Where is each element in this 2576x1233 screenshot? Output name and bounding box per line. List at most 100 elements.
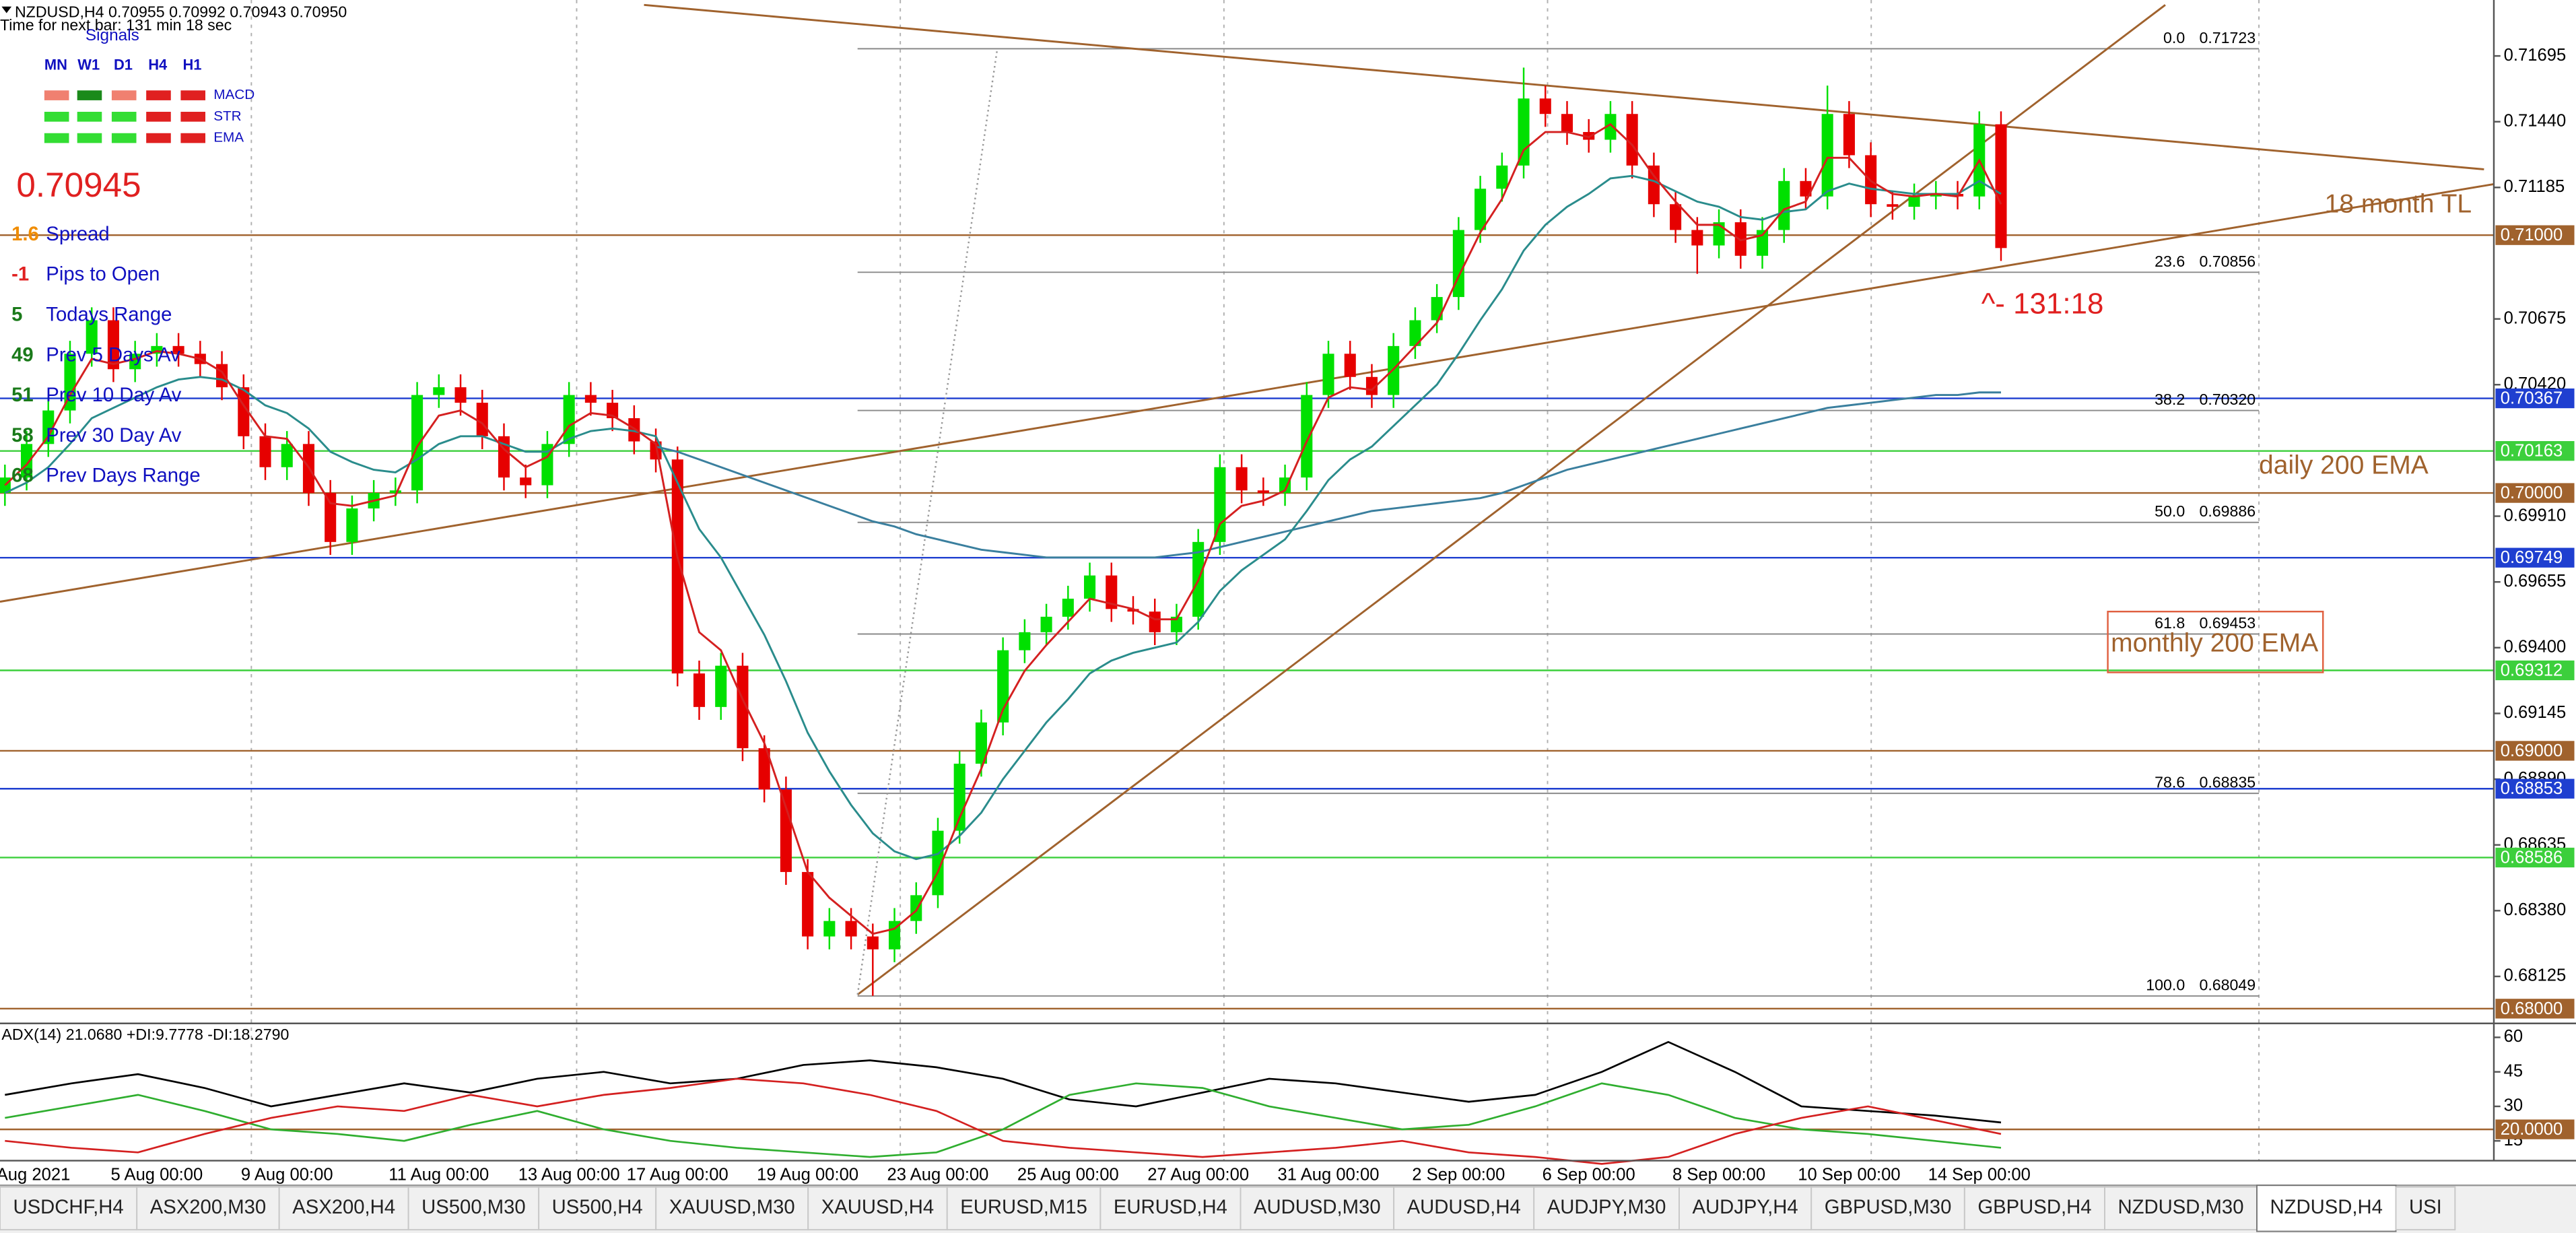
- tab-label[interactable]: XAUUSD,M30: [669, 1196, 795, 1218]
- y-tick-label: 45: [2504, 1061, 2523, 1080]
- candle-body: [389, 490, 401, 494]
- candle-body: [1235, 467, 1248, 491]
- candle-body: [42, 410, 55, 444]
- signal-cell: [111, 112, 137, 122]
- candle-body: [1887, 204, 1899, 207]
- fib-price: 0.68835: [2199, 774, 2256, 791]
- y-tick-label: 0.71695: [2504, 46, 2567, 65]
- x-tick-label: 2 Sep 00:00: [1412, 1165, 1505, 1184]
- indicator-line: [4, 123, 2002, 935]
- candle-body: [325, 493, 337, 542]
- candle-body: [1322, 354, 1334, 395]
- price-level-tag: [2495, 547, 2575, 568]
- candle-body: [454, 387, 467, 403]
- candle-body: [281, 444, 293, 467]
- candle-body: [259, 436, 271, 467]
- tab[interactable]: [1240, 1186, 1395, 1231]
- x-tick-label: 9 Aug 00:00: [241, 1165, 333, 1184]
- tab-label[interactable]: USI: [2409, 1196, 2442, 1218]
- price-level-tag: [2495, 778, 2575, 799]
- y-tick-label: 0.71185: [2504, 177, 2565, 196]
- tab[interactable]: [136, 1186, 280, 1231]
- signal-cell: [111, 133, 137, 143]
- signals-title: Signals: [86, 26, 139, 44]
- candle-body: [628, 418, 640, 442]
- tab-label[interactable]: NZDUSD,M30: [2118, 1196, 2244, 1218]
- fib-level: 0.0: [2163, 29, 2185, 46]
- tab[interactable]: [1963, 1186, 2105, 1231]
- candle-body: [671, 459, 683, 674]
- tab[interactable]: [1393, 1186, 1535, 1231]
- candle-body: [172, 345, 184, 354]
- trend-line: [644, 3, 2484, 170]
- candle-body: [1691, 230, 1703, 246]
- fib-level: 38.2: [2155, 391, 2185, 408]
- annotation-box: [2107, 610, 2324, 673]
- price-level-label: 0.68000: [2501, 999, 2563, 1018]
- stat-value: 49: [11, 343, 34, 366]
- candle-body: [433, 387, 445, 395]
- tab-label[interactable]: ASX200,H4: [292, 1196, 395, 1218]
- tab-label[interactable]: XAUUSD,H4: [821, 1196, 934, 1218]
- stat-label: Prev 10 Day Av: [46, 384, 181, 406]
- candle-body: [1019, 632, 1031, 651]
- candle-body: [21, 444, 33, 478]
- indicator-title: ADX(14) 21.0680 +DI:9.7778 -DI:18.2790: [1, 1026, 289, 1043]
- y-tick-label: 30: [2504, 1096, 2523, 1115]
- y-tick-label: 0.68125: [2504, 966, 2567, 985]
- candle-body: [1149, 611, 1161, 632]
- signal-row-label: MACD: [213, 87, 255, 102]
- tab-label[interactable]: GBPUSD,H4: [1977, 1196, 2091, 1218]
- candle-body: [1496, 165, 1508, 189]
- price-level-label: 0.70367: [2501, 389, 2563, 408]
- tab-label[interactable]: NZDUSD,H4: [2270, 1196, 2383, 1218]
- tab-label[interactable]: AUDJPY,M30: [1547, 1196, 1666, 1218]
- tab[interactable]: [946, 1186, 1101, 1231]
- menu-arrow: [1, 6, 12, 13]
- tab-label[interactable]: AUDUSD,M30: [1254, 1196, 1381, 1218]
- signal-cell: [44, 112, 69, 122]
- candle-body: [1821, 114, 1833, 197]
- tab-label[interactable]: GBPUSD,M30: [1825, 1196, 1952, 1218]
- candle-body: [1778, 180, 1790, 230]
- candle-body: [1930, 193, 1942, 197]
- y-tick-label: 0.69400: [2504, 638, 2567, 657]
- tab[interactable]: [2104, 1186, 2258, 1231]
- tab[interactable]: [2395, 1186, 2456, 1231]
- signal-cell: [180, 90, 206, 100]
- price-level-tag: [2495, 999, 2575, 1019]
- tab-label[interactable]: US500,H4: [552, 1196, 643, 1218]
- fib-level: 23.6: [2155, 253, 2185, 270]
- tab[interactable]: [1679, 1186, 1812, 1231]
- signal-cell: [44, 90, 69, 100]
- price-level-label: 0.68586: [2501, 848, 2563, 867]
- candle-body: [737, 665, 749, 749]
- price-level-label: 0.71000: [2501, 226, 2563, 244]
- tab-label[interactable]: EURUSD,H4: [1114, 1196, 1227, 1218]
- candle-body: [1800, 180, 1812, 197]
- signal-cell: [111, 90, 137, 100]
- tab-label[interactable]: AUDJPY,H4: [1693, 1196, 1798, 1218]
- tab-label[interactable]: USDCHF,H4: [13, 1196, 124, 1218]
- tab[interactable]: [1810, 1186, 1965, 1231]
- candle-body: [1106, 575, 1118, 609]
- candle-body: [1062, 599, 1074, 617]
- tab[interactable]: [655, 1186, 809, 1231]
- tab[interactable]: [1099, 1186, 1242, 1231]
- tab-label[interactable]: AUDUSD,H4: [1407, 1196, 1521, 1218]
- tab-label[interactable]: US500,M30: [421, 1196, 526, 1218]
- tab[interactable]: [278, 1186, 409, 1231]
- stat-label: Prev 5 Days Av: [46, 343, 180, 366]
- x-tick-label: 19 Aug 00:00: [757, 1165, 858, 1184]
- candle-body: [151, 345, 163, 354]
- candle-body: [888, 921, 901, 949]
- price-level-tag: [2495, 660, 2575, 681]
- current-price: 0.70945: [16, 166, 141, 204]
- tab-label[interactable]: EURUSD,M15: [960, 1196, 1087, 1218]
- annotation: ^- 131:18: [1981, 288, 2104, 321]
- tab-label[interactable]: ASX200,M30: [150, 1196, 266, 1218]
- signals-panel: MN W1 D1 H4 H1 MACD STR EMA: [44, 56, 255, 145]
- tab[interactable]: [807, 1186, 948, 1231]
- candle-body: [1908, 196, 1920, 207]
- tab[interactable]: [0, 1186, 138, 1231]
